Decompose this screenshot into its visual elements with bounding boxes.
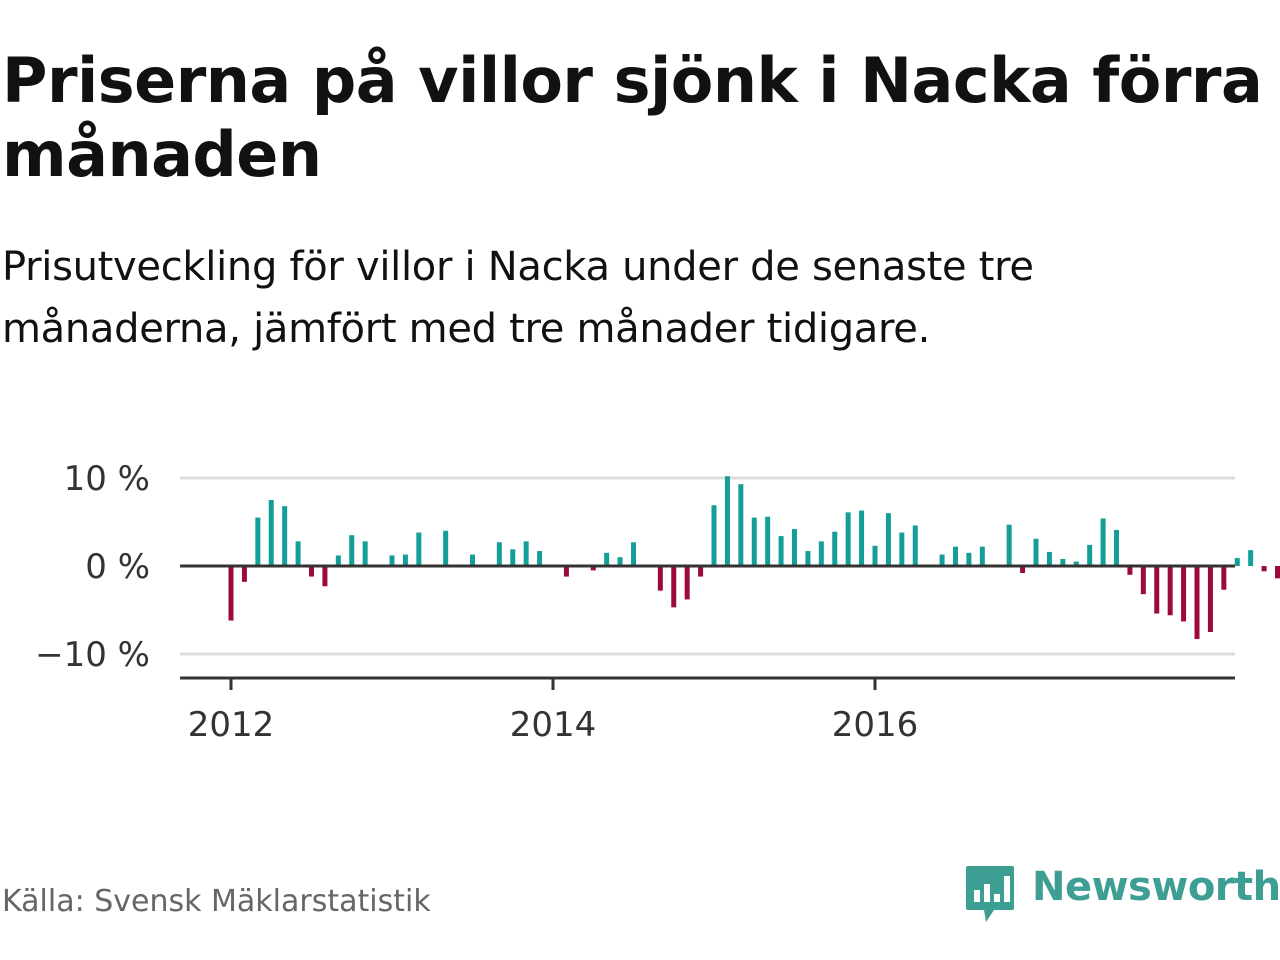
x-tick-label: 2014 <box>510 705 597 745</box>
bar-positive <box>805 551 811 566</box>
bar-positive <box>765 516 771 566</box>
bar-positive <box>496 542 502 566</box>
x-tick-label: 2016 <box>832 705 919 745</box>
bar-positive <box>724 476 730 566</box>
bar-positive <box>832 531 838 566</box>
chart-title: Priserna på villor sjönk i Nacka förra m… <box>2 44 1263 191</box>
chart-subtitle: Prisutveckling för villor i Nacka under … <box>2 244 1034 352</box>
bar-positive <box>711 505 717 566</box>
bar-positive <box>738 484 744 566</box>
bar-positive <box>953 546 958 566</box>
brand-name: Newsworthy <box>1032 864 1280 910</box>
bar-negative <box>684 566 690 600</box>
bar-negative <box>1194 566 1200 640</box>
bar-negative <box>1020 566 1026 574</box>
bar-negative <box>671 566 677 608</box>
bar-positive <box>1060 558 1066 566</box>
bar-positive <box>268 500 274 566</box>
bar-positive <box>1114 529 1119 566</box>
bar-negative <box>309 566 314 577</box>
bar-positive <box>416 532 422 566</box>
bar-positive <box>885 513 891 566</box>
bar-negative <box>1275 566 1280 579</box>
bar-negative <box>1207 566 1213 632</box>
bar-negative <box>1154 566 1160 614</box>
y-tick-label: 10 % <box>64 459 150 499</box>
bar-negative <box>322 566 328 587</box>
bar-positive <box>362 541 368 566</box>
bar-positive <box>899 532 905 566</box>
source-note: Källa: Svensk Mäklarstatistik <box>2 884 431 919</box>
bar-positive <box>966 552 972 566</box>
bar-positive <box>1006 524 1012 566</box>
bar-positive <box>818 541 824 566</box>
bar-positive <box>751 517 757 566</box>
bar-positive <box>604 552 610 566</box>
bar-positive <box>282 506 288 566</box>
bar-positive <box>1100 518 1106 566</box>
bar-positive <box>859 510 865 566</box>
bar-positive <box>1248 550 1254 566</box>
bar-positive <box>1033 538 1039 566</box>
bar-positive <box>255 517 261 566</box>
bar-negative <box>657 566 663 591</box>
bar-positive <box>939 554 945 566</box>
bar-positive <box>335 555 341 566</box>
bar-positive <box>979 546 985 566</box>
bar-positive <box>470 554 475 566</box>
y-tick-label: −10 % <box>35 635 150 675</box>
bar-positive <box>617 557 623 566</box>
bar-positive <box>349 535 355 566</box>
bar-positive <box>523 541 529 566</box>
bar-negative <box>1261 566 1267 572</box>
bar-positive <box>1046 551 1052 566</box>
bar-positive <box>1234 558 1240 566</box>
bar-positive <box>443 530 449 566</box>
bar-negative <box>1140 566 1146 595</box>
bar-positive <box>295 541 301 566</box>
bar-positive <box>845 512 851 566</box>
bar-positive <box>510 549 516 566</box>
bar-negative <box>228 566 234 621</box>
newsworthy-logo: Newsworthy <box>962 862 1280 928</box>
bar-negative <box>563 566 569 577</box>
bar-positive <box>402 554 408 566</box>
bar-positive <box>912 525 918 566</box>
bar-negative <box>1167 566 1173 616</box>
bar-positive <box>389 555 395 566</box>
bar-chart: 10 %0 %−10 %201220142016201920212023 −3 … <box>35 459 1280 745</box>
logo-icon <box>966 866 1014 922</box>
bar-positive <box>778 536 784 566</box>
bar-positive <box>792 529 797 566</box>
bar-negative <box>1221 566 1227 590</box>
bar-negative <box>698 566 704 577</box>
y-tick-label: 0 % <box>85 547 150 587</box>
bar-positive <box>872 545 878 566</box>
bar-positive <box>1087 544 1093 566</box>
bar-negative <box>1127 566 1133 575</box>
bar-positive <box>1073 561 1079 566</box>
bar-negative <box>1181 566 1187 622</box>
bar-positive <box>631 542 636 566</box>
bar-negative <box>241 566 247 582</box>
bar-positive <box>537 551 543 566</box>
bar-negative <box>590 566 596 571</box>
x-tick-label: 2012 <box>188 705 275 745</box>
